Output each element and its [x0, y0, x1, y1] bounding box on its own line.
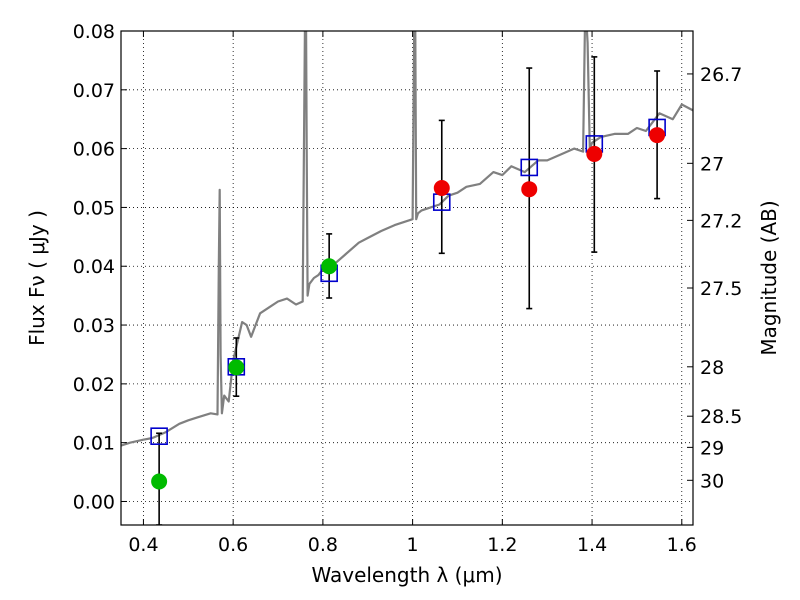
x-tick-label: 1 [407, 534, 419, 556]
plot-frame [120, 30, 694, 526]
mag-tick-label: 27.5 [700, 278, 742, 300]
y-axis-right-label: Magnitude (AB) [757, 200, 781, 355]
y-tick-label: 0.08 [73, 21, 115, 43]
mag-tick-label: 27 [700, 153, 724, 175]
x-tick-label: 0.8 [308, 534, 338, 556]
y-tick-label: 0.04 [73, 256, 115, 278]
mag-tick-label: 26.7 [700, 64, 742, 86]
y-tick-label: 0.03 [73, 315, 115, 337]
y-tick-label: 0.06 [73, 139, 115, 161]
x-tick-label: 0.6 [218, 534, 248, 556]
model-flux-square [520, 158, 539, 177]
grid [121, 30, 693, 525]
x-tick-label: 1.2 [487, 534, 517, 556]
red-point [649, 127, 666, 144]
sed-spectrum-line [121, 31, 693, 447]
red-point [521, 181, 538, 198]
mag-tick-label: 29 [700, 437, 724, 459]
y-tick-label: 0.02 [73, 374, 115, 396]
green-point [228, 359, 245, 376]
red-point [433, 180, 450, 197]
green-point [321, 258, 338, 275]
y-axis-label: Flux Fν ( μJy ) [25, 210, 49, 346]
label-layer: 0.4 0.6 0.8 1 1.2 1.4 1.6 0.00 0.01 0.02 0.03 0.04 0… [73, 21, 743, 556]
mag-tick-label: 27.2 [700, 210, 742, 232]
mag-tick-label: 30 [700, 470, 724, 492]
tick-layer [121, 30, 693, 525]
green-point [151, 473, 168, 490]
x-axis-label: Wavelength λ (μm) [311, 563, 502, 587]
red-point [586, 145, 603, 162]
marker-layer [150, 56, 666, 525]
model-flux-square [150, 427, 168, 445]
mag-tick-label: 28 [700, 357, 724, 379]
spectrum-layer [121, 31, 693, 447]
x-tick-label: 1.6 [667, 534, 697, 556]
y-tick-label: 0.05 [73, 197, 115, 219]
y-tick-label: 0.00 [73, 491, 115, 513]
y-tick-label: 0.01 [73, 433, 115, 455]
y-tick-label: 0.07 [73, 80, 115, 102]
x-tick-label: 0.4 [128, 534, 158, 556]
x-tick-label: 1.4 [577, 534, 607, 556]
mag-tick-label: 28.5 [700, 406, 742, 428]
